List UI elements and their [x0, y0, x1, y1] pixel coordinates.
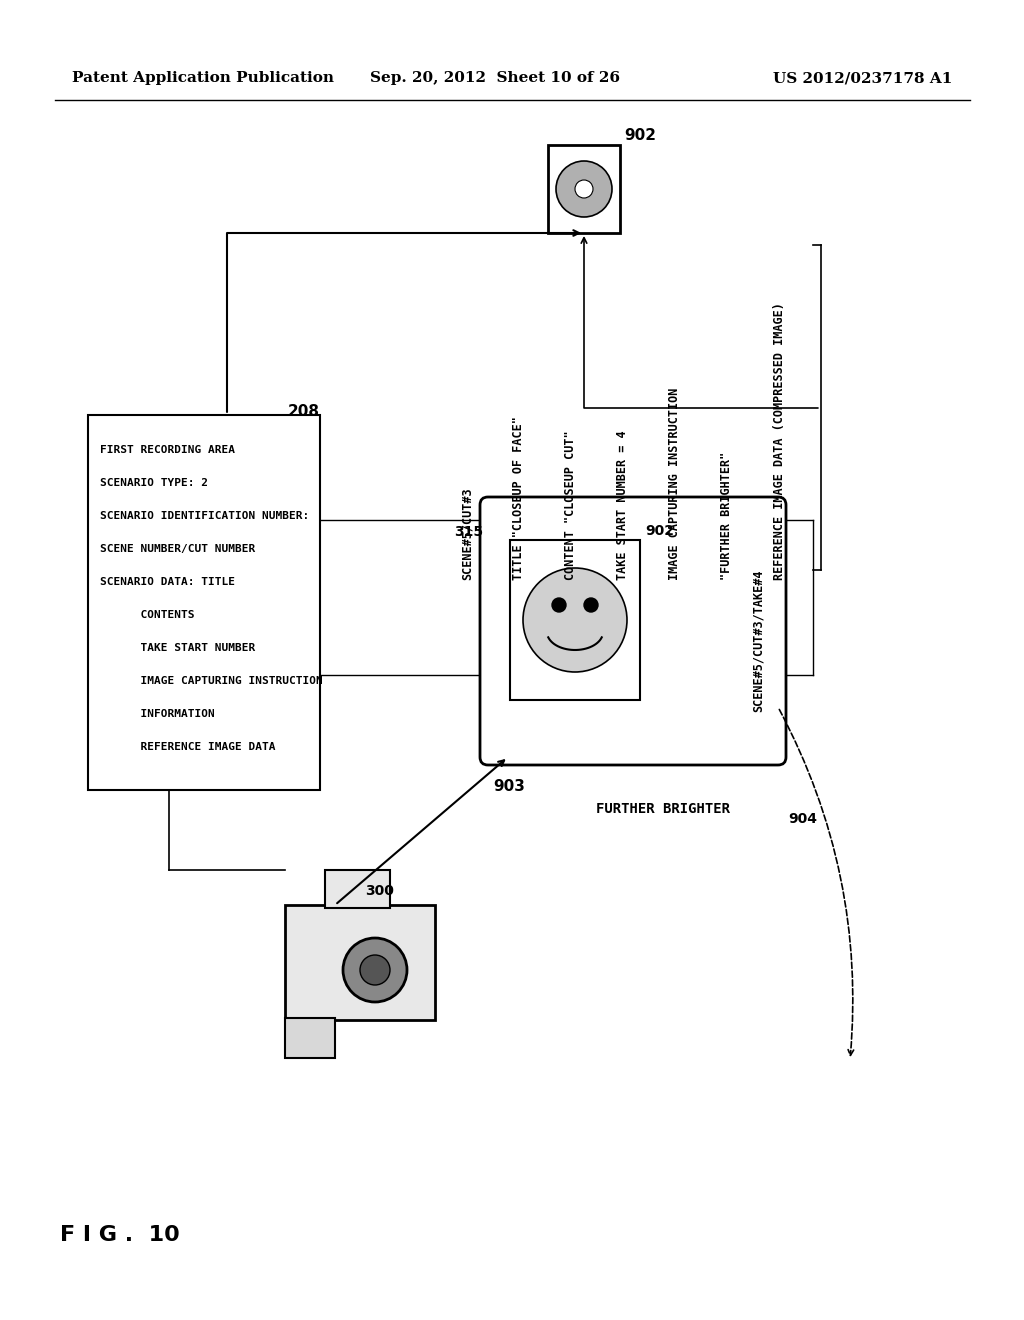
Circle shape: [552, 598, 566, 612]
Text: 315: 315: [454, 525, 483, 539]
Text: TITLE "CLOSEUP OF FACE": TITLE "CLOSEUP OF FACE": [512, 416, 525, 579]
Text: INFORMATION: INFORMATION: [100, 709, 215, 719]
Bar: [88, 414, 319, 789]
Text: CONTENT "CLOSEUP CUT": CONTENT "CLOSEUP CUT": [564, 430, 578, 579]
Circle shape: [584, 598, 598, 612]
Text: REFERENCE IMAGE DATA (COMPRESSED IMAGE): REFERENCE IMAGE DATA (COMPRESSED IMAGE): [772, 302, 785, 579]
Text: F I G .  10: F I G . 10: [60, 1225, 180, 1245]
Text: IMAGE CAPTURING INSTRUCTION: IMAGE CAPTURING INSTRUCTION: [669, 388, 682, 579]
Text: Sep. 20, 2012  Sheet 10 of 26: Sep. 20, 2012 Sheet 10 of 26: [370, 71, 620, 84]
Text: US 2012/0237178 A1: US 2012/0237178 A1: [773, 71, 952, 84]
Text: 903: 903: [493, 779, 525, 795]
Text: FURTHER BRIGHTER: FURTHER BRIGHTER: [596, 803, 730, 816]
Text: SCENE NUMBER/CUT NUMBER: SCENE NUMBER/CUT NUMBER: [100, 544, 255, 554]
Bar: [285, 1018, 335, 1059]
Text: "FURTHER BRIGHTER": "FURTHER BRIGHTER": [721, 451, 733, 579]
Text: CONTENTS: CONTENTS: [100, 610, 195, 620]
Circle shape: [360, 954, 390, 985]
Text: TAKE START NUMBER: TAKE START NUMBER: [100, 643, 255, 653]
Text: SCENARIO TYPE: 2: SCENARIO TYPE: 2: [100, 478, 208, 488]
Bar: [325, 870, 390, 908]
Text: SCENARIO IDENTIFICATION NUMBER:: SCENARIO IDENTIFICATION NUMBER:: [100, 511, 309, 521]
Circle shape: [556, 161, 612, 216]
Text: TAKE START NUMBER = 4: TAKE START NUMBER = 4: [616, 430, 630, 579]
Text: 904: 904: [788, 812, 817, 826]
Text: 902: 902: [645, 524, 674, 539]
Bar: [285, 906, 435, 1020]
Text: SCENE#5/CUT#3: SCENE#5/CUT#3: [461, 487, 473, 579]
Circle shape: [343, 939, 407, 1002]
Text: Patent Application Publication: Patent Application Publication: [72, 71, 334, 84]
Text: SCENARIO DATA: TITLE: SCENARIO DATA: TITLE: [100, 577, 234, 587]
Text: SCENE#5/CUT#3/TAKE#4: SCENE#5/CUT#3/TAKE#4: [752, 570, 765, 713]
Text: 208: 208: [288, 404, 319, 418]
Text: 902: 902: [624, 128, 656, 143]
Circle shape: [523, 568, 627, 672]
Text: FIRST RECORDING AREA: FIRST RECORDING AREA: [100, 445, 234, 455]
Circle shape: [575, 180, 593, 198]
FancyBboxPatch shape: [480, 498, 786, 766]
Text: REFERENCE IMAGE DATA: REFERENCE IMAGE DATA: [100, 742, 275, 752]
Text: IMAGE CAPTURING INSTRUCTION: IMAGE CAPTURING INSTRUCTION: [100, 676, 323, 686]
Bar: [510, 540, 640, 700]
Bar: [548, 145, 620, 234]
Text: 300: 300: [366, 884, 394, 898]
